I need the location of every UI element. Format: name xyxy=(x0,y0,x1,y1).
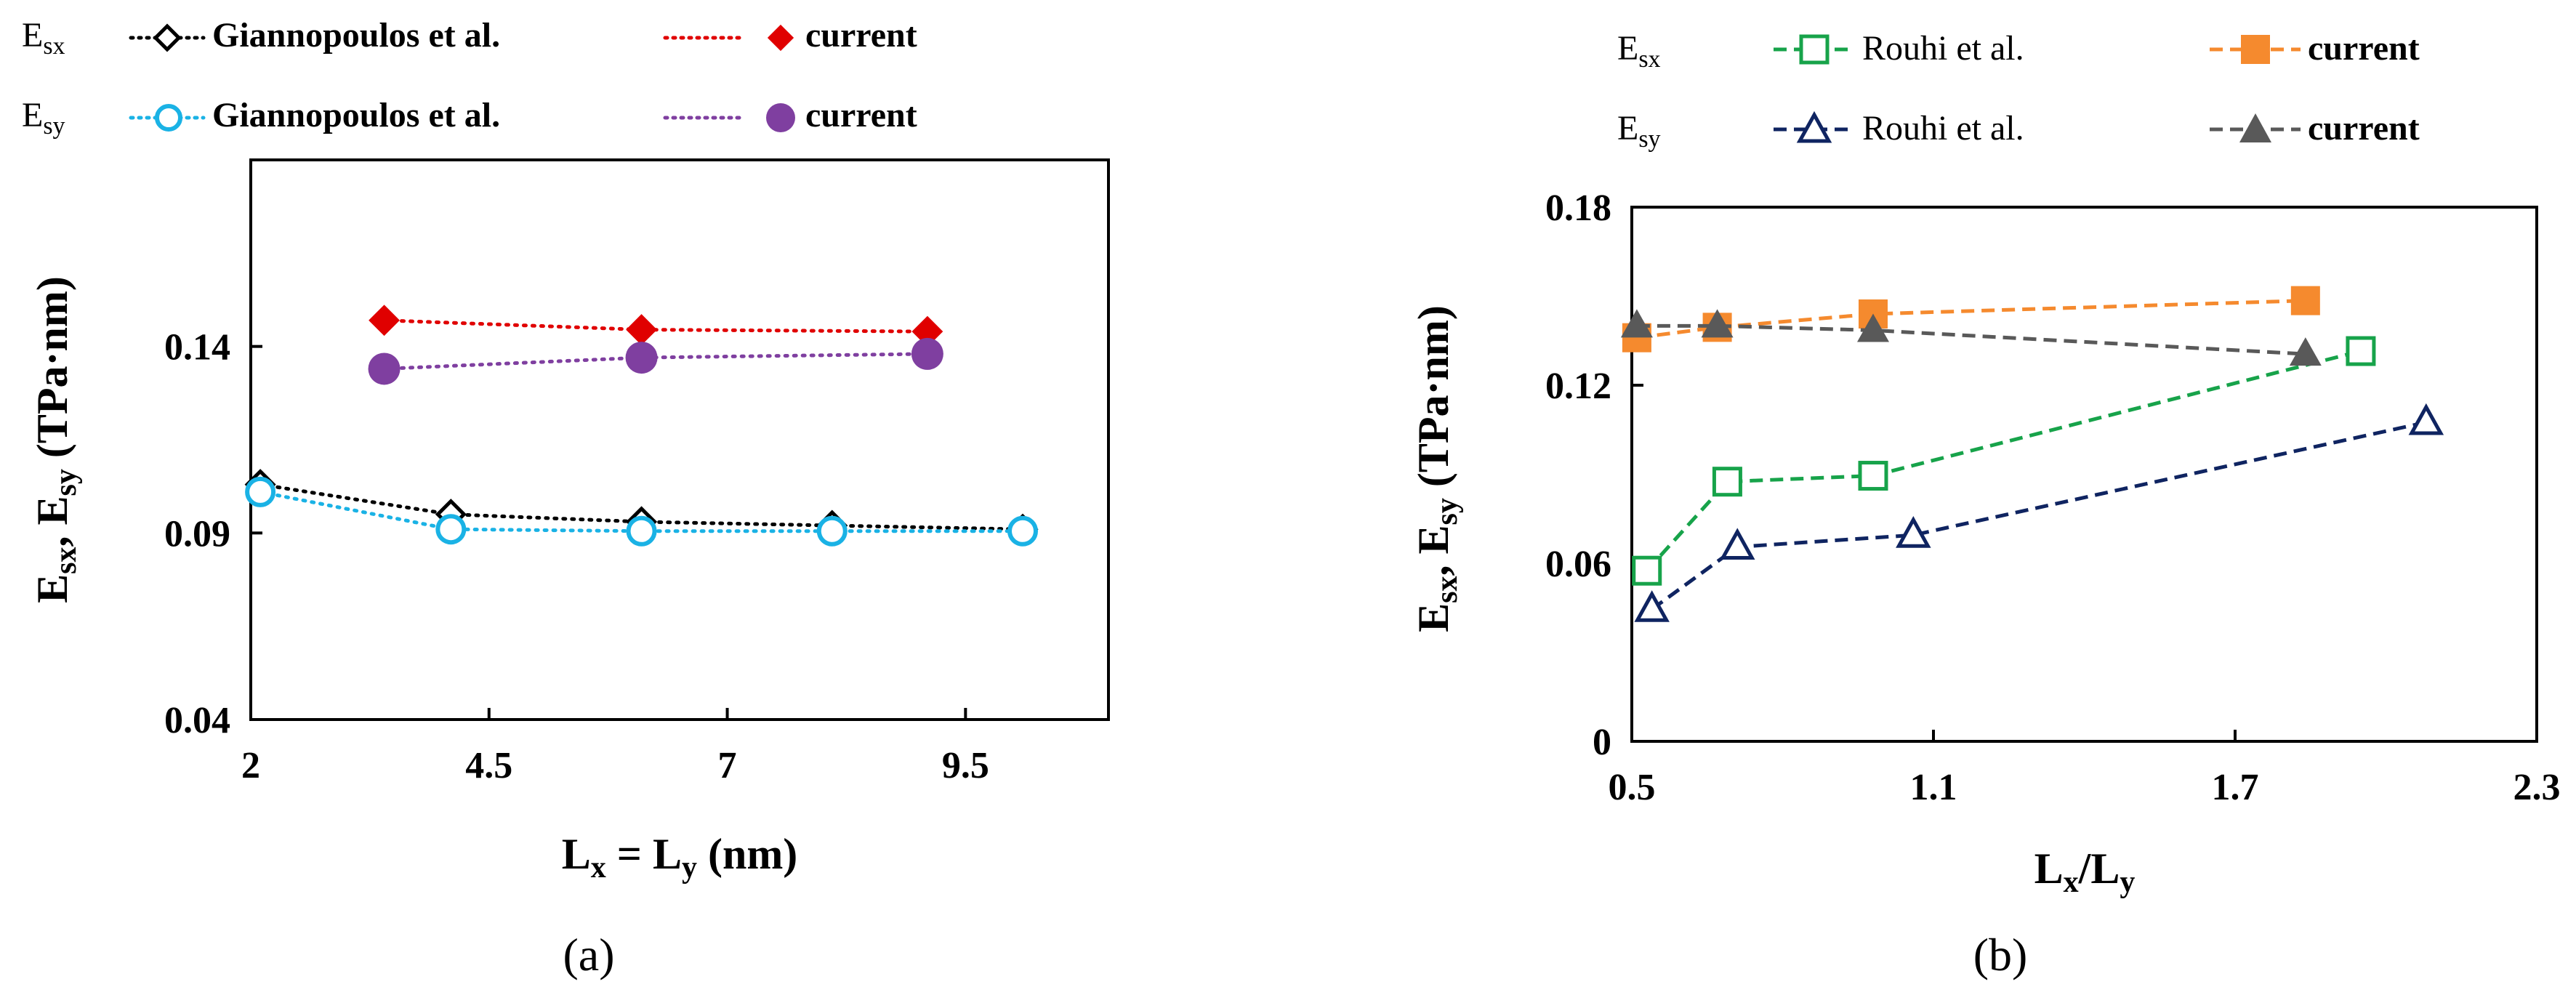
legend-b-marker-triangle-icon xyxy=(2239,113,2271,142)
panel-label-a: (a) xyxy=(563,929,614,980)
x-tick-label: 1.1 xyxy=(1910,767,1957,808)
legend-a-entry-giannopoulos-esy: Giannopoulos et al. xyxy=(129,96,500,134)
circle-open-marker-2 xyxy=(626,515,657,547)
x-axis-label-b: Lx/Ly xyxy=(2034,845,2136,899)
circle-open-marker-3 xyxy=(816,515,848,547)
series-line xyxy=(1651,420,2427,611)
circle-open-marker-1 xyxy=(435,514,467,545)
legend-b-entry-label: current xyxy=(2308,109,2420,148)
series-line xyxy=(1645,349,2362,572)
x-tick-label: 2.3 xyxy=(2513,767,2561,808)
legend-b-entry-label: current xyxy=(2308,29,2420,68)
legend-a-entry-current-esx: current xyxy=(663,16,917,55)
diamond-marker-1 xyxy=(626,314,657,345)
y-tick-label: 0.14 xyxy=(164,327,230,368)
circle-marker-2 xyxy=(911,337,943,370)
legend-a-entry-label: current xyxy=(805,16,917,55)
series-line xyxy=(1636,299,2306,340)
triangle-marker-1 xyxy=(1701,309,1734,338)
x-axis-label-a: Lx = Ly (nm) xyxy=(562,830,798,885)
square-open-marker-1 xyxy=(1712,467,1742,497)
triangle-open-marker-0 xyxy=(1634,590,1670,622)
x-tick-label: 0.5 xyxy=(1609,767,1656,808)
legend-a-entry-label: Giannopoulos et al. xyxy=(212,96,500,134)
series-rouhi-et-al-esx xyxy=(1632,336,2376,586)
legend-a-marker-circle-icon xyxy=(766,103,795,132)
x-tick-label: 7 xyxy=(718,745,737,786)
square-open-marker-2 xyxy=(1858,461,1888,491)
legend-a-entry-label: Giannopoulos et al. xyxy=(212,16,500,55)
series-line xyxy=(1636,323,2306,356)
x-tick-label: 9.5 xyxy=(942,745,989,786)
legend-a-marker-diamond-open-icon xyxy=(153,23,182,52)
legend-b-entry-current-esx: current xyxy=(2210,29,2420,68)
y-tick-label: 0.09 xyxy=(164,513,230,555)
legend-b-entry-label: Rouhi et al. xyxy=(1862,29,2024,68)
triangle-open-marker-3 xyxy=(2408,403,2444,435)
plot-frame-b xyxy=(1630,206,2538,743)
series-currentesy xyxy=(1620,309,2322,366)
legend-b-marker-square-open-icon xyxy=(1799,34,1830,65)
y-axis-ticks-b: 0 0.06 0.12 0.18 xyxy=(1545,188,1643,763)
legend-b: Esx Rouhi et al. current Esy Rouhi et al… xyxy=(1617,29,2420,153)
x-axis-ticks-b: 0.5 1.1 1.7 2.3 xyxy=(1609,730,2561,808)
legend-a-row2-label: Esy xyxy=(22,96,65,140)
legend-a-entry-label: current xyxy=(805,96,917,134)
legend-b-marker-triangle-open-icon xyxy=(1796,110,1832,143)
legend-b-entry-rouhi-esy: Rouhi et al. xyxy=(1774,109,2024,148)
legend-b-entry-current-esy: current xyxy=(2210,109,2420,148)
series-rouhi-et-al-esy xyxy=(1634,403,2444,622)
y-axis-label-a: Esx, Esy (TPa·nm) xyxy=(28,276,83,603)
x-tick-label: 2 xyxy=(241,745,260,786)
triangle-marker-2 xyxy=(1857,313,1889,342)
x-axis-ticks-a: 2 4.5 7 9.5 xyxy=(241,708,989,786)
triangle-marker-0 xyxy=(1620,309,1653,338)
triangle-open-marker-2 xyxy=(1896,516,1931,548)
panel-label-b: (b) xyxy=(1973,929,2028,980)
legend-a: Esx Giannopoulos et al. current Esy Gian… xyxy=(22,16,917,140)
circle-open-marker-4 xyxy=(1007,515,1038,547)
legend-a-marker-circle-open-icon xyxy=(155,104,182,132)
legend-b-entry-rouhi-esx: Rouhi et al. xyxy=(1774,29,2024,68)
y-tick-label: 0.06 xyxy=(1545,544,1611,585)
legend-b-row2-label: Esy xyxy=(1617,109,1661,153)
plot-frame-a xyxy=(249,158,1110,721)
triangle-marker-3 xyxy=(2289,337,2322,366)
series-currentesy xyxy=(368,337,943,385)
square-open-marker-0 xyxy=(1632,555,1662,586)
panel-a: Esx Giannopoulos et al. current Esy Gian… xyxy=(22,16,1110,980)
legend-a-entry-giannopoulos-esx: Giannopoulos et al. xyxy=(129,16,500,55)
legend-a-row1-label: Esx xyxy=(22,16,65,60)
series-giannopoulos-et-al-esy xyxy=(245,476,1038,547)
x-tick-label: 4.5 xyxy=(465,745,512,786)
series-group-a xyxy=(244,305,1039,547)
y-tick-label: 0 xyxy=(1593,722,1611,763)
series-line xyxy=(382,352,930,371)
circle-open-marker-0 xyxy=(245,476,276,507)
square-marker-3 xyxy=(2290,286,2320,315)
series-line xyxy=(382,318,930,334)
series-group-b xyxy=(1620,286,2444,622)
circle-marker-0 xyxy=(368,352,401,385)
x-tick-label: 1.7 xyxy=(2212,767,2259,808)
legend-b-row1-label: Esx xyxy=(1617,29,1661,73)
y-axis-ticks-a: 0.04 0.09 0.14 xyxy=(164,327,262,741)
square-open-marker-3 xyxy=(2346,336,2376,366)
panel-b: Esx Rouhi et al. current Esy Rouhi et al… xyxy=(1409,29,2561,980)
circle-marker-1 xyxy=(625,342,658,374)
y-axis-label-b: Esx, Esy (TPa·nm) xyxy=(1409,305,1464,632)
series-currentesx xyxy=(369,305,943,347)
y-tick-label: 0.04 xyxy=(164,700,230,741)
legend-a-entry-current-esy: current xyxy=(663,96,917,134)
diamond-marker-0 xyxy=(369,305,400,337)
y-tick-label: 0.18 xyxy=(1545,188,1611,229)
legend-b-entry-label: Rouhi et al. xyxy=(1862,109,2024,148)
triangle-open-marker-1 xyxy=(1720,528,1755,560)
legend-a-marker-diamond-icon xyxy=(767,24,794,52)
legend-b-marker-square-icon xyxy=(2241,35,2270,64)
y-tick-label: 0.12 xyxy=(1545,366,1611,407)
series-currentesx xyxy=(1622,286,2320,352)
